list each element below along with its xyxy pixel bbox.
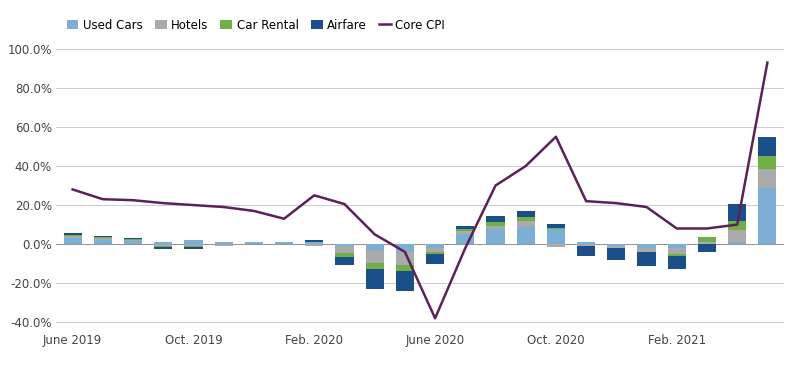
Bar	[275, 242, 293, 244]
Bar	[668, 244, 686, 248]
Bar	[547, 244, 565, 247]
Bar	[94, 236, 112, 237]
Bar	[426, 252, 444, 254]
Bar	[547, 230, 565, 244]
Bar	[124, 238, 142, 239]
Bar	[63, 235, 82, 236]
Bar	[577, 242, 595, 244]
Bar	[638, 244, 656, 248]
Bar	[698, 237, 716, 242]
Bar	[124, 240, 142, 241]
Bar	[184, 247, 202, 249]
Bar	[214, 242, 233, 244]
Bar	[124, 241, 142, 244]
Bar	[577, 244, 595, 246]
Bar	[486, 222, 505, 226]
Bar	[154, 247, 172, 249]
Bar	[366, 244, 384, 250]
Bar	[668, 254, 686, 256]
Bar	[154, 244, 172, 246]
Bar	[607, 248, 626, 260]
Bar	[94, 237, 112, 238]
Bar	[758, 188, 777, 244]
Bar	[154, 242, 172, 244]
Bar	[335, 253, 354, 257]
Bar	[184, 246, 202, 247]
Bar	[366, 270, 384, 289]
Bar	[396, 252, 414, 265]
Bar	[396, 244, 414, 252]
Bar	[577, 246, 595, 256]
Bar	[486, 230, 505, 244]
Bar	[306, 242, 323, 244]
Bar	[698, 244, 716, 252]
Bar	[517, 217, 534, 220]
Bar	[154, 246, 172, 247]
Bar	[728, 242, 746, 244]
Legend: Used Cars, Hotels, Car Rental, Airfare, Core CPI: Used Cars, Hotels, Car Rental, Airfare, …	[62, 14, 450, 36]
Bar	[486, 226, 505, 230]
Bar	[668, 248, 686, 254]
Bar	[456, 231, 474, 234]
Bar	[63, 238, 82, 244]
Bar	[668, 256, 686, 270]
Bar	[486, 216, 505, 222]
Bar	[366, 250, 384, 262]
Bar	[94, 238, 112, 240]
Bar	[638, 252, 656, 266]
Bar	[547, 228, 565, 230]
Bar	[426, 244, 444, 248]
Bar	[638, 248, 656, 252]
Bar	[335, 244, 354, 246]
Bar	[517, 211, 534, 217]
Bar	[547, 224, 565, 228]
Bar	[456, 234, 474, 244]
Bar	[426, 254, 444, 264]
Bar	[124, 239, 142, 240]
Bar	[184, 240, 202, 244]
Bar	[698, 242, 716, 244]
Bar	[426, 248, 444, 252]
Bar	[184, 244, 202, 246]
Bar	[517, 226, 534, 244]
Bar	[306, 240, 323, 242]
Bar	[758, 156, 777, 169]
Bar	[517, 220, 534, 226]
Bar	[335, 257, 354, 265]
Bar	[306, 244, 323, 246]
Bar	[63, 233, 82, 235]
Bar	[456, 226, 474, 230]
Bar	[456, 230, 474, 231]
Bar	[396, 272, 414, 291]
Bar	[396, 265, 414, 272]
Bar	[214, 244, 233, 246]
Bar	[63, 236, 82, 238]
Bar	[758, 169, 777, 188]
Bar	[728, 204, 746, 220]
Bar	[245, 242, 263, 244]
Bar	[335, 246, 354, 253]
Bar	[728, 220, 746, 231]
Bar	[94, 240, 112, 244]
Bar	[758, 137, 777, 156]
Bar	[366, 262, 384, 270]
Bar	[607, 246, 626, 248]
Bar	[728, 231, 746, 242]
Bar	[607, 244, 626, 246]
